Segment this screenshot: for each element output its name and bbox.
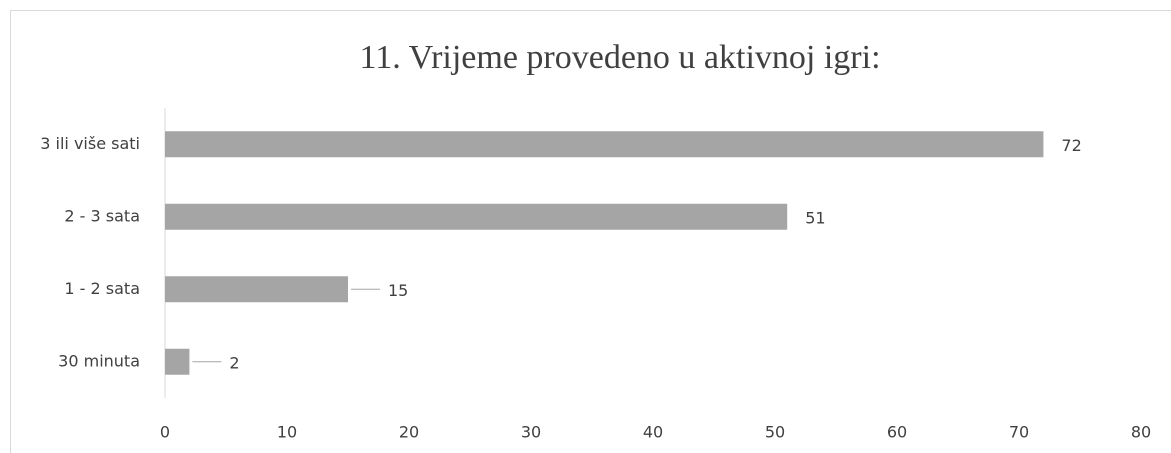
data-label: 51 bbox=[805, 208, 825, 227]
bar bbox=[165, 348, 190, 375]
chart-title: 11. Vrijeme provedeno u aktivnoj igri: bbox=[359, 39, 880, 76]
data-label: 15 bbox=[388, 281, 408, 300]
x-tick-label: 30 bbox=[521, 423, 541, 442]
x-tick-label: 40 bbox=[643, 423, 663, 442]
x-tick-label: 0 bbox=[160, 423, 170, 442]
chart-border bbox=[10, 10, 1171, 453]
y-tick-label: 1 - 2 sata bbox=[64, 279, 140, 298]
bar bbox=[165, 276, 348, 303]
x-tick-label: 20 bbox=[399, 423, 419, 442]
y-tick-label: 30 minuta bbox=[58, 351, 140, 370]
bar bbox=[165, 203, 788, 230]
data-label: 2 bbox=[229, 353, 239, 372]
x-tick-label: 50 bbox=[765, 423, 785, 442]
bar bbox=[165, 131, 1044, 158]
y-tick-label: 3 ili više sati bbox=[40, 134, 140, 153]
x-tick-label: 70 bbox=[1009, 423, 1029, 442]
x-tick-label: 10 bbox=[277, 423, 297, 442]
data-label: 72 bbox=[1061, 136, 1081, 155]
x-tick-label: 60 bbox=[887, 423, 907, 442]
y-tick-label: 2 - 3 sata bbox=[64, 206, 140, 225]
x-tick-label: 80 bbox=[1131, 423, 1151, 442]
